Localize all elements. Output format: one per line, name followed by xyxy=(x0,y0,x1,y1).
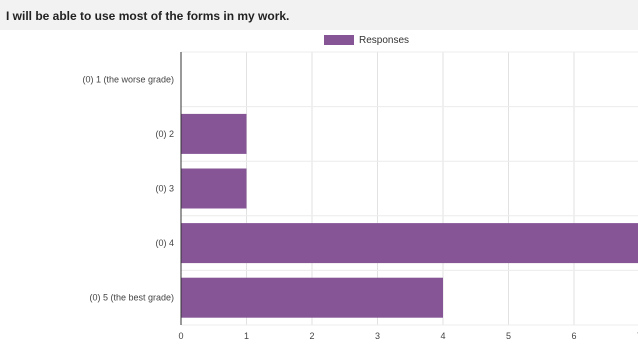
category-label: (0) 4 xyxy=(155,238,174,248)
bar xyxy=(181,113,247,154)
x-tick-label: 6 xyxy=(571,331,576,341)
chart-title: I will be able to use most of the forms … xyxy=(6,9,290,23)
category-label: (0) 1 (the worse grade) xyxy=(82,74,174,84)
bar xyxy=(181,277,443,318)
x-tick-label: 0 xyxy=(178,331,183,341)
legend: Responses xyxy=(324,33,409,47)
x-tick-label: 1 xyxy=(244,331,249,341)
bar xyxy=(181,168,247,209)
x-tick-label: 3 xyxy=(375,331,380,341)
title-bar: I will be able to use most of the forms … xyxy=(0,0,638,30)
x-tick-label: 4 xyxy=(440,331,445,341)
legend-swatch xyxy=(324,35,354,45)
legend-label: Responses xyxy=(359,34,410,46)
category-label: (0) 3 xyxy=(155,184,174,194)
x-tick-label: 2 xyxy=(309,331,314,341)
bar xyxy=(181,223,638,264)
x-tick-label: 5 xyxy=(506,331,511,341)
category-label: (0) 2 xyxy=(155,129,174,139)
category-label: (0) 5 (the best grade) xyxy=(89,293,174,303)
x-tick-label: 7 xyxy=(637,331,638,341)
